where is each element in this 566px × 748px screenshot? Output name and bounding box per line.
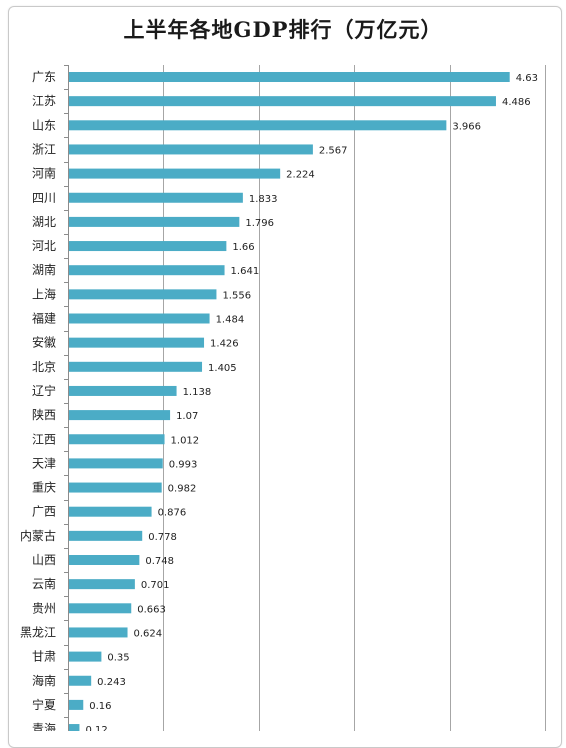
bar xyxy=(69,265,225,276)
data-label: 1.012 xyxy=(171,435,200,446)
category-label: 山东 xyxy=(32,118,56,132)
data-label: 1.138 xyxy=(183,387,212,398)
data-label: 1.796 xyxy=(245,218,274,229)
category-label: 广西 xyxy=(32,505,56,519)
bar xyxy=(69,361,203,372)
bar xyxy=(69,144,313,155)
data-label: 1.833 xyxy=(249,194,278,205)
category-label: 重庆 xyxy=(32,481,56,495)
data-label: 1.405 xyxy=(208,363,237,374)
bar xyxy=(69,506,152,517)
bar xyxy=(69,724,80,731)
bar xyxy=(69,120,447,131)
category-label: 甘肃 xyxy=(32,650,56,664)
data-label: 2.224 xyxy=(286,170,315,181)
data-label: 0.35 xyxy=(107,653,129,664)
bar xyxy=(69,313,210,324)
data-label: 2.567 xyxy=(319,145,348,156)
data-label: 1.641 xyxy=(231,266,260,277)
chart-title: 上半年各地GDP排行（万亿元） xyxy=(123,17,443,42)
category-label: 贵州 xyxy=(32,601,56,615)
data-label: 0.748 xyxy=(145,556,174,567)
category-label: 上海 xyxy=(32,286,56,301)
category-label: 河南 xyxy=(32,166,56,181)
category-label: 浙江 xyxy=(32,142,56,156)
bar xyxy=(69,699,84,710)
category-label: 青海 xyxy=(32,721,56,731)
bar xyxy=(69,337,205,348)
data-label: 0.624 xyxy=(134,628,163,639)
bar xyxy=(69,385,177,396)
category-label: 四川 xyxy=(32,191,56,205)
category-label: 天津 xyxy=(32,456,56,470)
data-label: 0.778 xyxy=(148,532,177,543)
category-label: 宁夏 xyxy=(32,697,56,712)
bar xyxy=(69,410,171,421)
category-label: 广东 xyxy=(32,70,56,84)
bar xyxy=(69,530,143,541)
data-label: 0.12 xyxy=(85,725,107,731)
bar xyxy=(69,434,165,445)
category-label: 湖南 xyxy=(32,262,56,277)
category-label: 黑龙江 xyxy=(20,625,56,639)
category-label: 陕西 xyxy=(32,407,56,422)
data-label: 1.426 xyxy=(210,339,239,350)
category-label: 福建 xyxy=(32,311,56,326)
category-label: 云南 xyxy=(32,576,56,591)
bar xyxy=(69,168,281,179)
bar xyxy=(69,675,92,686)
data-label: 1.556 xyxy=(222,290,251,301)
bar xyxy=(69,458,163,469)
bar xyxy=(69,482,162,493)
bar xyxy=(69,216,240,227)
category-label: 湖北 xyxy=(32,214,56,229)
gdp-bar-chart: 广东 4.63 江苏 4.486 山东 3.966 浙江 2.567 河南 2.224 四川 1.83… xyxy=(20,65,546,731)
data-label: 4.486 xyxy=(502,97,531,108)
bar xyxy=(69,603,132,614)
bar xyxy=(69,627,128,638)
data-label: 0.993 xyxy=(169,459,198,470)
data-label: 1.07 xyxy=(176,411,198,422)
data-label: 0.16 xyxy=(89,701,111,712)
category-label: 北京 xyxy=(32,360,56,374)
category-label: 河北 xyxy=(32,239,56,253)
bar xyxy=(69,651,102,662)
category-label: 江西 xyxy=(32,432,56,446)
data-label: 0.876 xyxy=(158,508,187,519)
data-label: 1.484 xyxy=(216,315,245,326)
data-label: 0.243 xyxy=(97,677,126,688)
data-label: 3.966 xyxy=(452,121,481,132)
bar xyxy=(69,192,243,203)
bar xyxy=(69,241,227,252)
category-label: 江苏 xyxy=(32,94,56,108)
data-label: 0.701 xyxy=(141,580,170,591)
data-label: 4.63 xyxy=(516,73,538,84)
bar xyxy=(69,579,135,590)
bar xyxy=(69,72,510,82)
data-label: 0.982 xyxy=(168,484,197,495)
category-label: 山西 xyxy=(32,553,56,567)
data-label: 1.66 xyxy=(232,242,254,253)
category-label: 内蒙古 xyxy=(20,528,56,543)
bar xyxy=(69,96,496,107)
category-label: 辽宁 xyxy=(32,383,56,398)
category-label: 海南 xyxy=(32,673,56,688)
category-label: 安徽 xyxy=(32,335,56,350)
bar xyxy=(69,289,217,300)
data-label: 0.663 xyxy=(137,604,166,615)
bar xyxy=(69,555,140,565)
